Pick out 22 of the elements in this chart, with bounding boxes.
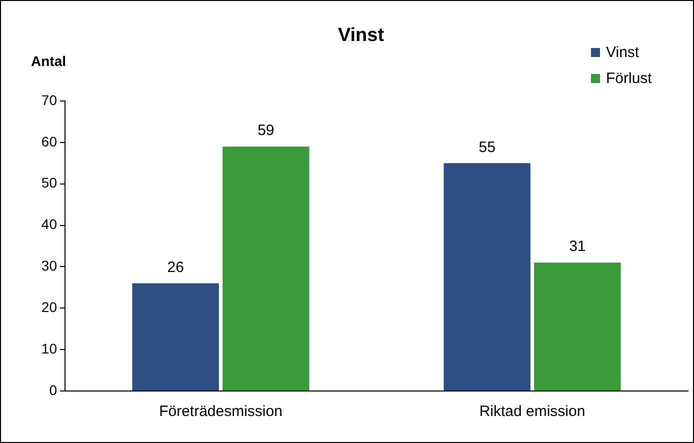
legend-label: Vinst <box>606 44 640 60</box>
y-tick-label: 40 <box>41 216 58 232</box>
y-tick-label: 0 <box>49 382 58 398</box>
y-tick-label: 70 <box>41 92 58 108</box>
x-tick-label: Företrädesmission <box>159 403 282 420</box>
data-label: 26 <box>167 258 184 276</box>
y-tick-label: 30 <box>41 258 58 274</box>
data-label: 31 <box>569 238 586 256</box>
y-tick-label: 50 <box>41 174 58 191</box>
chart-title: Vinst <box>338 25 384 46</box>
y-tick-label: 60 <box>41 133 58 150</box>
data-label: 59 <box>258 122 274 140</box>
bar <box>444 163 530 390</box>
bar <box>534 262 621 390</box>
bar <box>222 146 310 390</box>
x-tick-label: Riktad emission <box>479 403 586 420</box>
data-label: 55 <box>478 138 496 156</box>
y-axis-title: Antal <box>31 53 66 69</box>
legend-label: Förlust <box>606 70 652 86</box>
bar <box>132 283 219 390</box>
y-tick-label: 20 <box>41 299 58 315</box>
y-tick-label: 10 <box>41 340 58 356</box>
